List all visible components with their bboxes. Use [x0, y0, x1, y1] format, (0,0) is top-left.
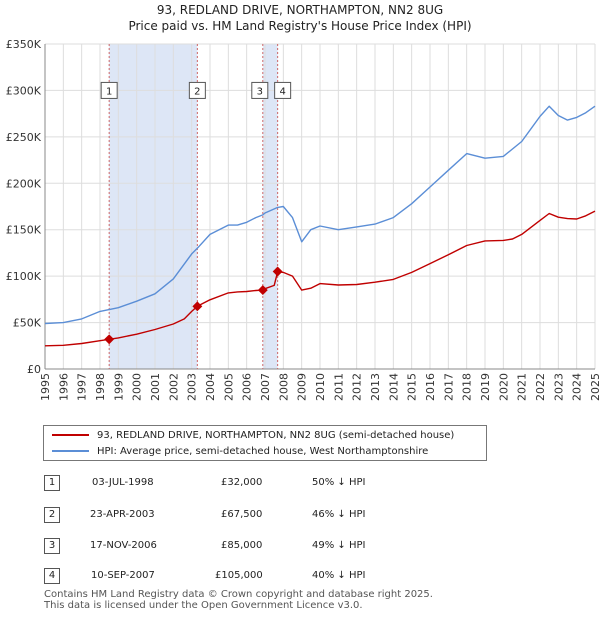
legend-item-property: 93, REDLAND DRIVE, NORTHAMPTON, NN2 8UG … — [52, 430, 454, 441]
transaction-date: 23-APR-2003 — [90, 509, 155, 520]
sale-point-marker — [257, 285, 268, 296]
transaction-price: £67,500 — [221, 509, 263, 520]
transaction-price: £85,000 — [221, 540, 263, 551]
transaction-date: 17-NOV-2006 — [90, 540, 157, 551]
x-tick-label: 2002 — [167, 373, 180, 401]
sale-point-marker — [192, 301, 203, 312]
chart-legend: 93, REDLAND DRIVE, NORTHAMPTON, NN2 8UG … — [43, 425, 487, 461]
y-tick-label: £350K — [6, 38, 42, 51]
chart-title: 93, REDLAND DRIVE, NORTHAMPTON, NN2 8UG — [156, 3, 444, 17]
transaction-hpi-delta: 46% ↓ HPI — [312, 509, 366, 520]
legend-item-hpi: HPI: Average price, semi-detached house,… — [52, 446, 428, 457]
transaction-hpi-delta: 49% ↓ HPI — [312, 540, 366, 551]
legend-label-hpi: HPI: Average price, semi-detached house,… — [97, 446, 429, 457]
x-tick-label: 2001 — [149, 373, 162, 401]
x-tick-label: 2007 — [259, 373, 272, 401]
sale-number-label: 3 — [257, 86, 263, 97]
footer-copyright: Contains HM Land Registry data © Crown c… — [44, 589, 433, 600]
x-tick-label: 2011 — [332, 373, 345, 401]
chart-subtitle: Price paid vs. HM Land Registry's House … — [128, 19, 472, 33]
x-tick-label: 2021 — [516, 373, 529, 401]
x-tick-label: 2023 — [552, 373, 565, 401]
x-tick-label: 2024 — [571, 373, 584, 401]
x-tick-label: 2019 — [479, 373, 492, 401]
x-tick-label: 2000 — [131, 373, 144, 401]
transaction-number-badge: 4 — [44, 568, 60, 584]
shaded-period — [109, 44, 198, 369]
property-series-line — [44, 210, 596, 347]
x-tick-label: 2004 — [204, 373, 217, 401]
x-tick-label: 2005 — [222, 373, 235, 401]
transaction-hpi-delta: 50% ↓ HPI — [312, 477, 366, 488]
transaction-price: £105,000 — [215, 570, 263, 581]
transaction-number-badge: 3 — [44, 538, 60, 554]
y-tick-label: £300K — [6, 84, 42, 97]
x-tick-label: 2017 — [442, 373, 455, 401]
y-tick-label: £50K — [13, 317, 42, 330]
y-tick-label: £100K — [6, 270, 42, 283]
legend-swatch-hpi — [52, 450, 89, 452]
x-tick-label: 2012 — [351, 373, 364, 401]
y-tick-label: £0 — [27, 363, 41, 376]
x-tick-label: 2008 — [277, 373, 290, 401]
price-chart: £0 £50K £100K £150K £200K £250K £300K £350K 1995… — [6, 38, 600, 401]
legend-label-property: 93, REDLAND DRIVE, NORTHAMPTON, NN2 8UG … — [97, 430, 455, 441]
hpi-series-line — [44, 105, 596, 325]
footer-licence: This data is licensed under the Open Gov… — [44, 600, 363, 611]
x-tick-label: 2003 — [186, 373, 199, 401]
x-tick-label: 2006 — [241, 373, 254, 401]
y-tick-label: £250K — [6, 131, 42, 144]
y-tick-label: £200K — [6, 177, 42, 190]
x-tick-label: 2020 — [497, 373, 510, 401]
transaction-date: 10-SEP-2007 — [91, 570, 155, 581]
transaction-price: £32,000 — [221, 477, 263, 488]
x-tick-label: 2013 — [369, 373, 382, 401]
sale-number-box — [251, 81, 269, 99]
table-row: 2 23-APR-2003 £67,500 46% ↓ HPI — [0, 507, 600, 525]
x-tick-label: 2018 — [461, 373, 474, 401]
attribution-footer: Contains HM Land Registry data © Crown c… — [44, 589, 433, 611]
x-tick-label: 2022 — [534, 373, 547, 401]
x-tick-label: 1998 — [94, 373, 107, 401]
transaction-number-badge: 2 — [44, 507, 60, 523]
sale-number-label: 4 — [279, 86, 285, 97]
x-tick-label: 1996 — [57, 373, 70, 401]
x-tick-label: 2010 — [314, 373, 327, 401]
legend-swatch-property — [52, 434, 89, 436]
sale-number-label: 1 — [106, 86, 112, 97]
transaction-number-badge: 1 — [44, 475, 60, 491]
sale-point-marker — [272, 266, 283, 277]
sale-number-box — [274, 81, 292, 99]
sale-number-box — [100, 81, 118, 99]
x-tick-label: 2014 — [387, 373, 400, 401]
x-tick-label: 2025 — [589, 373, 600, 401]
x-tick-label: 1999 — [112, 373, 125, 401]
transaction-date: 03-JUL-1998 — [92, 477, 154, 488]
x-tick-label: 2015 — [406, 373, 419, 401]
x-tick-label: 2009 — [296, 373, 309, 401]
transaction-hpi-delta: 40% ↓ HPI — [312, 570, 366, 581]
sale-number-label: 2 — [194, 86, 200, 97]
table-row: 3 17-NOV-2006 £85,000 49% ↓ HPI — [0, 538, 600, 556]
table-row: 1 03-JUL-1998 £32,000 50% ↓ HPI — [0, 475, 600, 493]
table-row: 4 10-SEP-2007 £105,000 40% ↓ HPI — [0, 568, 600, 586]
x-tick-label: 1997 — [76, 373, 89, 401]
sale-number-box — [188, 81, 206, 99]
y-tick-label: £150K — [6, 224, 42, 237]
x-tick-label: 2016 — [424, 373, 437, 401]
x-tick-label: 1995 — [39, 373, 52, 401]
